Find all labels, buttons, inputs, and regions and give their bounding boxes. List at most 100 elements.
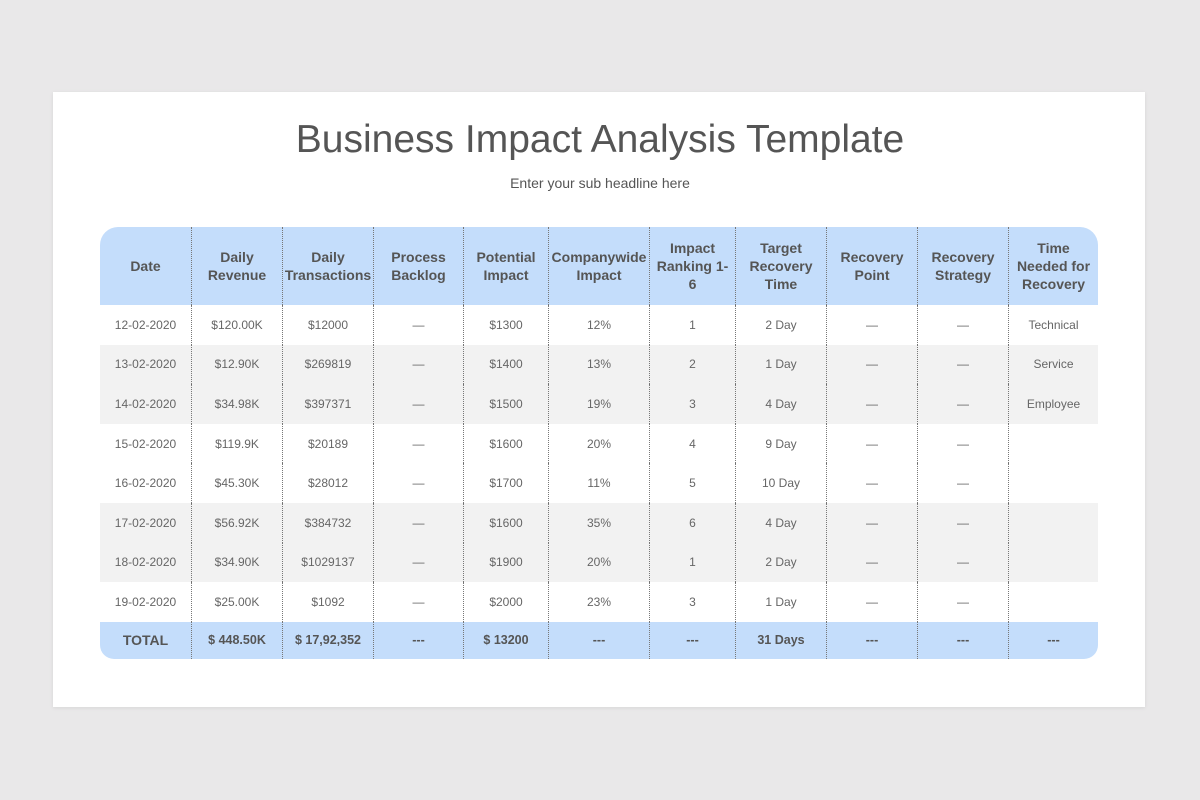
table-cell: — xyxy=(826,502,917,543)
table-cell: — xyxy=(917,344,1008,385)
total-cell: --- xyxy=(548,621,649,659)
table-cell: 1 Day xyxy=(735,582,826,622)
table-cell: 4 Day xyxy=(735,384,826,424)
header-cell: Time Needed for Recovery xyxy=(1008,227,1098,305)
table-cell: $120.00K xyxy=(191,305,282,345)
total-cell: TOTAL xyxy=(100,621,191,659)
table-cell: 1 Day xyxy=(735,344,826,385)
table-cell: 19-02-2020 xyxy=(114,594,177,609)
table-cell: 20% xyxy=(548,423,649,464)
table-cell: $2000 xyxy=(463,582,548,622)
table-cell: $397371 xyxy=(282,384,373,424)
table-cell: — xyxy=(826,542,917,583)
table-cell: — xyxy=(373,344,463,385)
table-cell: $384732 xyxy=(282,502,373,543)
table-cell: — xyxy=(826,463,917,503)
table-cell: 3 xyxy=(649,384,735,424)
subtitle: Enter your sub headline here xyxy=(510,175,690,191)
table-cell: $119.9K xyxy=(191,423,282,464)
table-cell: — xyxy=(917,423,1008,464)
table-cell: $28012 xyxy=(282,463,373,503)
table-cell: — xyxy=(373,502,463,543)
table-cell: 2 xyxy=(649,344,735,385)
header-cell: Target Recovery Time xyxy=(735,227,826,305)
table-cell: — xyxy=(826,344,917,385)
table-cell: — xyxy=(373,582,463,622)
table-cell: — xyxy=(373,463,463,503)
header-cell: Recovery Strategy xyxy=(917,227,1008,305)
table-cell: $12000 xyxy=(282,305,373,345)
table-cell: 13% xyxy=(548,344,649,385)
table-cell: — xyxy=(917,502,1008,543)
table-cell: 16-02-2020 xyxy=(114,476,177,491)
table-cell: 4 Day xyxy=(735,502,826,543)
table-cell: Technical xyxy=(1008,305,1098,345)
table-cell: $1600 xyxy=(463,502,548,543)
table-cell: $1092 xyxy=(282,582,373,622)
table-cell: 13-02-2020 xyxy=(100,344,191,385)
total-cell: --- xyxy=(826,621,917,659)
table-cell: 1 xyxy=(649,305,735,345)
header-cell: Daily Transactions xyxy=(282,227,373,305)
table-cell: 3 xyxy=(649,582,735,622)
title: Business Impact Analysis Template xyxy=(295,118,905,161)
table-cell: — xyxy=(917,305,1008,345)
header-cell: Potential Impact xyxy=(463,227,548,305)
table-cell: — xyxy=(826,423,917,464)
total-cell: $ 13200 xyxy=(463,621,548,659)
table-cell: 23% xyxy=(548,582,649,622)
table-cell: $1029137 xyxy=(282,542,373,583)
total-cell: --- xyxy=(1008,621,1098,659)
table-cell: 20% xyxy=(548,542,649,583)
table-cell: 12% xyxy=(548,305,649,345)
table-cell: — xyxy=(917,542,1008,583)
table-cell: $1500 xyxy=(463,384,548,424)
header-cell: Companywide Impact xyxy=(548,227,649,305)
table-cell: $25.00K xyxy=(191,582,282,622)
table-cell: $1600 xyxy=(463,423,548,464)
table-cell: — xyxy=(373,305,463,345)
table-cell: — xyxy=(373,423,463,464)
header-cell: Recovery Point xyxy=(826,227,917,305)
table-cell: — xyxy=(826,384,917,424)
table-cell: Service xyxy=(1008,344,1098,385)
empty-cell xyxy=(1008,542,1098,583)
table-cell: $1700 xyxy=(463,463,548,503)
table-cell: $56.92K xyxy=(191,502,282,543)
table-cell: $1300 xyxy=(463,305,548,345)
empty-cell xyxy=(1008,582,1098,622)
table-cell: 10 Day xyxy=(735,463,826,503)
total-cell: $ 448.50K xyxy=(191,621,282,659)
table-cell: — xyxy=(373,542,463,583)
table-cell: 17-02-2020 xyxy=(100,502,191,543)
table-cell: 35% xyxy=(548,502,649,543)
table-cell: 11% xyxy=(548,463,649,503)
table-cell: 1 xyxy=(649,542,735,583)
total-cell: 31 Days xyxy=(735,621,826,659)
table-cell: Employee xyxy=(1008,384,1098,424)
table-cell: 19% xyxy=(548,384,649,424)
table-cell: $34.98K xyxy=(191,384,282,424)
table-cell: 2 Day xyxy=(735,305,826,345)
table-cell: 9 Day xyxy=(735,423,826,464)
table-cell: $269819 xyxy=(282,344,373,385)
table-cell: — xyxy=(826,582,917,622)
table-cell: 12-02-2020 xyxy=(114,317,177,332)
table-cell: — xyxy=(373,384,463,424)
table-cell: — xyxy=(917,463,1008,503)
table-cell: — xyxy=(917,384,1008,424)
table-cell: 6 xyxy=(649,502,735,543)
table-cell: — xyxy=(917,582,1008,622)
table-cell: 2 Day xyxy=(735,542,826,583)
total-cell: --- xyxy=(917,621,1008,659)
table-cell: 14-02-2020 xyxy=(100,384,191,424)
total-cell: $ 17,92,352 xyxy=(282,621,373,659)
table-cell: 18-02-2020 xyxy=(100,542,191,583)
table-cell: — xyxy=(826,305,917,345)
header-cell: Date xyxy=(100,227,191,305)
table-cell: $1900 xyxy=(463,542,548,583)
table: Date Daily Revenue Daily Transactions Proce… xyxy=(100,227,1098,659)
header-cell: Process Backlog xyxy=(373,227,463,305)
total-cell: --- xyxy=(649,621,735,659)
